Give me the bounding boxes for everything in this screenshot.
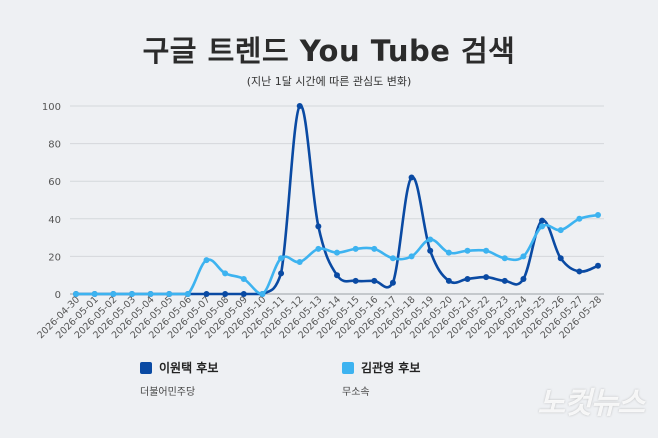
chart-subtitle: (지난 1달 시간에 따른 관심도 변화)	[246, 75, 412, 88]
legend-label-series-2: 김관영 후보	[361, 361, 421, 375]
data-point	[427, 236, 434, 243]
grid-lines	[70, 105, 604, 295]
y-tick-label: 0	[55, 290, 61, 301]
data-point	[539, 217, 546, 224]
y-tick-label: 40	[48, 215, 61, 226]
data-point	[576, 268, 583, 275]
data-point	[128, 291, 135, 297]
data-point	[539, 223, 546, 230]
data-point	[595, 212, 601, 219]
data-point	[483, 274, 490, 281]
series-1	[73, 103, 601, 297]
data-point	[278, 255, 285, 262]
chart-title: 구글 트렌드 You Tube 검색	[142, 34, 516, 68]
data-point	[91, 291, 98, 297]
data-point	[73, 291, 79, 297]
data-point	[315, 223, 322, 230]
data-point	[371, 277, 378, 284]
legend-item-series-1: 이원택 후보	[140, 359, 218, 376]
data-point	[110, 291, 117, 297]
data-point	[315, 245, 322, 252]
series-lines	[73, 103, 601, 297]
data-point	[352, 277, 359, 284]
data-point	[203, 257, 210, 264]
legend-party-series-1: 더불어민주당	[140, 387, 196, 398]
data-point	[296, 103, 303, 109]
data-point	[595, 262, 601, 269]
data-point	[222, 291, 229, 297]
data-point	[184, 291, 191, 297]
data-point	[557, 255, 564, 262]
data-point	[371, 245, 378, 252]
data-point	[408, 174, 415, 181]
data-point	[222, 270, 229, 277]
legend-party-series-2: 무소속	[342, 387, 370, 398]
data-point	[389, 255, 396, 262]
data-point	[464, 275, 471, 282]
data-point	[203, 291, 210, 297]
x-tick-labels: 2026-04-302026-05-012026-05-022026-05-03…	[35, 294, 604, 341]
y-tick-label: 100	[42, 102, 61, 113]
legend-swatch-series-2	[342, 361, 354, 374]
series-2	[73, 212, 601, 297]
legend-item-series-2: 김관영 후보	[342, 359, 420, 376]
data-point	[352, 245, 359, 252]
data-point	[427, 247, 434, 254]
legend-label-series-1: 이원택 후보	[159, 361, 219, 375]
data-point	[445, 249, 452, 256]
data-point	[576, 215, 583, 222]
legend-swatch-series-1	[140, 361, 152, 374]
data-point	[278, 270, 285, 277]
data-point	[147, 291, 154, 297]
y-tick-label: 80	[48, 140, 61, 151]
data-point	[240, 275, 247, 282]
watermark-logo: 노컷뉴스	[537, 386, 645, 421]
data-point	[240, 291, 247, 297]
data-point	[389, 279, 396, 286]
y-tick-label: 60	[48, 177, 61, 188]
data-point	[501, 277, 508, 284]
data-point	[501, 255, 508, 262]
data-point	[445, 277, 452, 284]
data-point	[520, 275, 527, 282]
data-point	[334, 249, 340, 256]
data-point	[296, 259, 303, 266]
data-point	[520, 253, 527, 260]
data-point	[464, 247, 471, 254]
data-point	[408, 253, 415, 260]
data-point	[259, 291, 266, 297]
data-point	[557, 227, 564, 234]
y-tick-labels: 0 20 40 60 80 100	[42, 102, 61, 301]
series-line	[75, 104, 599, 296]
data-point	[483, 247, 490, 254]
data-point	[166, 291, 173, 297]
data-point	[334, 272, 340, 279]
y-tick-label: 20	[48, 252, 61, 263]
